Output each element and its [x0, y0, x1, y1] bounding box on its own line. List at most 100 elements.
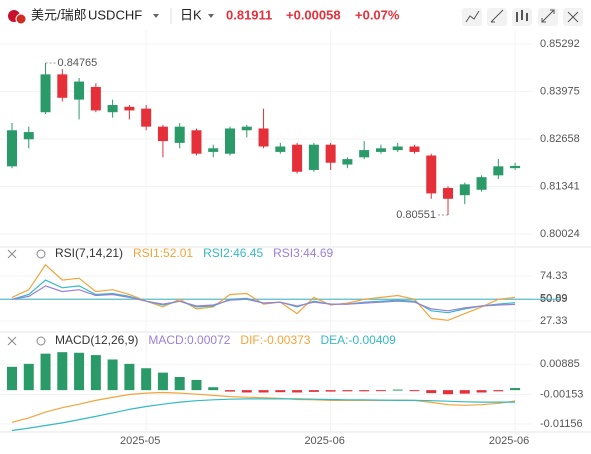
candle-body [375, 148, 386, 152]
indicator-title: RSI(7,14,21) [55, 246, 123, 260]
candle-body [275, 146, 286, 152]
legend-entry: RSI2:46.45 [203, 246, 263, 260]
macd-bar [7, 366, 17, 391]
macd-bar [342, 390, 353, 392]
macd-bar [191, 379, 202, 391]
legend-entry: MACD:0.00072 [148, 333, 230, 347]
macd-bar [258, 390, 269, 393]
candle-body [510, 165, 521, 169]
y-tick-label: 50.89 [540, 292, 568, 304]
x-tick-label: 2025-06 [304, 435, 344, 447]
macd-bar [275, 390, 286, 393]
candle-body [225, 128, 236, 154]
macd-bar [308, 390, 319, 392]
dropdown-icon[interactable] [153, 14, 159, 18]
candle-body [40, 74, 51, 113]
macd-bar [74, 352, 85, 391]
candle-body [292, 144, 303, 172]
candle-body [426, 155, 437, 194]
candle-body [191, 130, 202, 154]
candle-body [241, 126, 252, 131]
hide-icon[interactable] [7, 336, 17, 346]
candle-body [459, 184, 470, 196]
candle-body [107, 105, 118, 113]
macd-bar [476, 390, 487, 393]
candle-body [258, 128, 269, 147]
macd-bar [375, 390, 386, 392]
macd-bar [40, 353, 51, 391]
draw-icon [490, 9, 504, 23]
candle-body [7, 130, 17, 167]
y-tick-label: 0.81341 [540, 180, 580, 192]
indicator-icon [465, 10, 480, 23]
candle-body [74, 81, 85, 100]
candle-body [124, 106, 135, 111]
macd-bar [241, 390, 252, 393]
series-line [11, 263, 516, 321]
close-icon [567, 11, 579, 23]
y-tick-label: -0.01156 [540, 418, 583, 430]
annotation: 0.84765 [58, 57, 98, 69]
y-tick-label: 27.33 [540, 315, 568, 327]
settings-icon[interactable] [36, 336, 46, 346]
pair-name[interactable]: 美元/瑞郎 [31, 7, 87, 22]
settings-icon[interactable] [36, 249, 46, 259]
macd-bar [141, 368, 152, 391]
series-line [11, 398, 516, 432]
x-tick-label: 2025-06 [489, 435, 529, 447]
macd-bar [459, 390, 470, 394]
legend-entry: RSI1:52.01 [133, 246, 193, 260]
indicator-title: MACD(12,26,9) [55, 333, 138, 347]
candle-body [392, 146, 403, 151]
macd-bar [174, 377, 185, 391]
candle-body [90, 86, 101, 111]
macd-bar [493, 390, 504, 392]
legend-entry: RSI3:44.69 [273, 246, 333, 260]
macd-bar [409, 390, 420, 392]
candle-body [308, 144, 319, 170]
candle-body [476, 177, 487, 190]
macd-bar [124, 363, 135, 391]
macd-bar [225, 390, 236, 392]
candle-body [57, 74, 68, 98]
y-tick-label: 0.80024 [540, 228, 580, 240]
candle-body [409, 146, 420, 152]
annotation: 0.80551 [396, 209, 436, 221]
y-tick-label: -0.00153 [540, 389, 583, 401]
x-tick-label: 2025-05 [120, 435, 160, 447]
macd-bar [23, 363, 34, 391]
fullscreen-button[interactable] [538, 8, 558, 26]
candle-body [208, 148, 219, 152]
type-icon [516, 10, 528, 22]
draw-button[interactable] [487, 8, 507, 26]
candle-body [141, 108, 152, 127]
macd-bar [90, 355, 101, 391]
macd-bar [57, 352, 68, 391]
price: 0.81911 [226, 7, 272, 22]
symbol[interactable]: USDCHF [88, 7, 142, 22]
macd-bar [392, 389, 403, 391]
dropdown-icon[interactable] [208, 14, 214, 18]
candle-body [325, 144, 336, 163]
candle-body [493, 166, 504, 176]
macd-bar [359, 390, 370, 392]
legend-entry: DIF:-0.00373 [240, 333, 310, 347]
candle-body [23, 132, 34, 140]
hide-icon[interactable] [7, 249, 17, 259]
series-line [11, 285, 516, 312]
y-tick-label: 0.85292 [540, 38, 580, 50]
fullscreen-icon [541, 9, 555, 23]
macd-bar [292, 390, 303, 393]
macd-bar [443, 390, 454, 395]
y-tick-label: 0.00885 [540, 358, 580, 370]
macd-bar [325, 390, 336, 392]
y-tick-label: 74.33 [540, 270, 568, 282]
macd-controls [7, 336, 46, 346]
macd-bar [426, 390, 437, 394]
candle-body [342, 159, 353, 165]
macd-bar [510, 388, 521, 391]
candle-body [359, 150, 370, 158]
period[interactable]: 日K [180, 7, 202, 22]
macd-bar [208, 387, 219, 391]
